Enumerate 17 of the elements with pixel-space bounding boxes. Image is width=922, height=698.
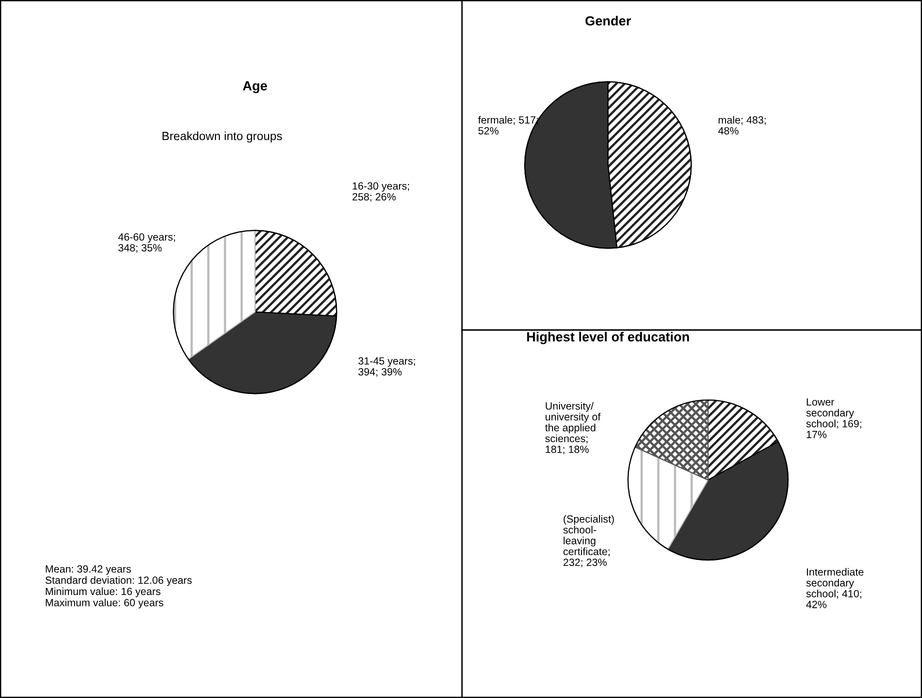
text: Maximum value: 60 years — [46, 598, 164, 608]
text: Mean: 39.42 years — [46, 565, 131, 575]
text: Standard deviation: 12.06 years — [45, 576, 192, 586]
chart-subtitle: Breakdown into groups — [162, 132, 282, 143]
slice-label: male; 483; 48% — [718, 116, 766, 134]
chart-title: Age — [242, 81, 268, 94]
chart-title: Highest level of education — [527, 332, 689, 344]
text: Minimum value: 16 years — [46, 587, 160, 598]
slice-label: University/ university of the applied sciences; 181; 18% — [545, 402, 601, 454]
slice-label: Lower secondary school; 169; 17% — [806, 398, 862, 438]
slice-label: 31-45 years; 394; 39% — [358, 357, 415, 377]
slice-label: Intermediate secondary school; 410; 42% — [806, 568, 864, 608]
slice-label: 16-30 years; 258; 26% — [352, 182, 409, 202]
slice-label: 46-60 years; 348; 35% — [118, 233, 175, 253]
slice-label: fermale; 517; 52% — [478, 116, 538, 134]
chart-title: Gender — [585, 16, 631, 26]
slice-label: (Specialist) school- leaving certificate; 232; 23% — [563, 515, 614, 568]
